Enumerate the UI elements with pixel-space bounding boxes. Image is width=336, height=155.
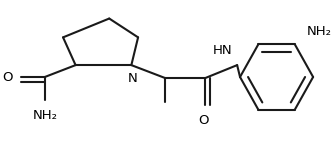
Text: O: O bbox=[3, 71, 13, 84]
Text: NH₂: NH₂ bbox=[32, 109, 57, 122]
Text: N: N bbox=[127, 72, 137, 85]
Text: O: O bbox=[198, 114, 209, 127]
Text: HN: HN bbox=[213, 44, 232, 57]
Text: NH₂: NH₂ bbox=[306, 25, 331, 38]
